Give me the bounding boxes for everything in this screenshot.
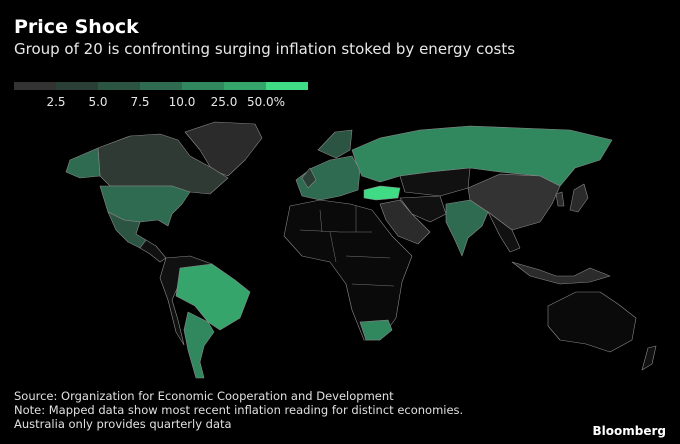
legend-swatch <box>266 82 308 90</box>
border <box>299 206 395 287</box>
country <box>301 167 317 189</box>
note: Australia only provides quarterly data <box>14 417 232 431</box>
legend-swatch <box>98 82 140 90</box>
world-map <box>65 121 657 379</box>
note: Note: Mapped data show most recent infla… <box>14 403 464 417</box>
country <box>379 199 431 245</box>
legend-label: 7.5 <box>130 95 149 109</box>
country <box>511 261 611 285</box>
country <box>445 199 489 257</box>
country <box>184 121 263 177</box>
country <box>175 263 251 331</box>
legend-swatch <box>56 82 98 90</box>
country <box>65 147 101 179</box>
country <box>183 311 215 379</box>
legend-label: 10.0 <box>169 95 196 109</box>
country <box>641 345 657 371</box>
country <box>351 125 613 187</box>
country <box>363 185 401 201</box>
country <box>467 173 561 231</box>
country <box>295 155 361 201</box>
legend-swatch <box>182 82 224 90</box>
legend-label: 2.5 <box>46 95 65 109</box>
country <box>487 211 521 253</box>
legend-label: 5.0 <box>88 95 107 109</box>
country <box>317 129 353 159</box>
legend-swatch <box>140 82 182 90</box>
country <box>399 195 447 223</box>
notes: Source: Organization for Economic Cooper… <box>14 389 463 431</box>
subtitle: Group of 20 is confronting surging infla… <box>14 40 516 58</box>
legend-swatch <box>224 82 266 90</box>
title: Price Shock <box>14 16 139 38</box>
source: Source: Organization for Economic Cooper… <box>14 389 394 403</box>
legend-label: 50.0% <box>247 95 285 109</box>
legend: 2.5 5.0 7.5 10.0 25.0 50.0% <box>14 82 308 109</box>
legend-label: 25.0 <box>211 95 238 109</box>
country <box>139 239 167 263</box>
legend-swatch <box>14 82 56 90</box>
country <box>159 255 213 346</box>
country <box>547 291 637 353</box>
country <box>555 191 565 207</box>
brand: Bloomberg <box>592 424 667 438</box>
country <box>359 319 393 341</box>
country <box>569 183 589 213</box>
